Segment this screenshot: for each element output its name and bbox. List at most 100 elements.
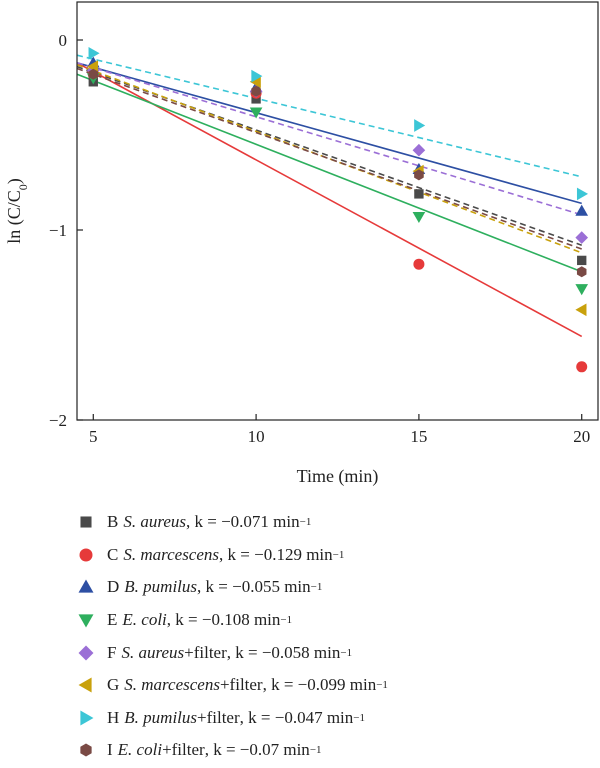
legend-species: S. aureus: [121, 642, 185, 662]
legend-marker: [75, 707, 97, 729]
legend-rate-exponent: −1: [340, 646, 353, 659]
data-point-g: [249, 75, 261, 89]
legend-marker-shape: [78, 645, 94, 661]
legend-series-letter: E: [107, 610, 118, 630]
legend-rate-constant: , k = −0.07 min: [204, 740, 310, 760]
data-point-e: [249, 107, 263, 119]
data-point-i: [88, 68, 99, 80]
legend-suffix: +filter: [162, 740, 205, 760]
data-point-b: [414, 189, 424, 199]
data-point-e: [412, 211, 426, 224]
x-tick-label: 10: [248, 427, 265, 446]
data-point-h: [88, 46, 100, 60]
legend-rate-exponent: −1: [332, 548, 345, 561]
legend-series-letter: F: [107, 642, 117, 662]
fit-line-d: [76, 62, 582, 205]
legend-marker: [75, 642, 97, 664]
legend-item: E E. coli, k = −0.108 min −1: [75, 604, 595, 637]
x-tick-label: 5: [89, 427, 98, 446]
fit-line-e: [76, 73, 583, 273]
data-point-c: [576, 361, 588, 373]
y-tick-label: −1: [49, 221, 67, 240]
data-point-e: [575, 284, 589, 296]
legend-rate-exponent: −1: [309, 744, 322, 757]
legend-series-letter: D: [107, 577, 120, 597]
fit-line-f: [76, 62, 582, 216]
legend-item: B S. aureus, k = −0.071 min −1: [75, 506, 595, 539]
fit-line-h: [76, 54, 582, 178]
legend-item: H B. pumilus +filter, k = −0.047 min −1: [75, 702, 595, 735]
x-tick-label: 20: [573, 427, 590, 446]
legend-rate-exponent: −1: [353, 711, 365, 724]
data-point-b: [251, 94, 261, 104]
data-point-f: [575, 231, 589, 244]
data-point-i: [576, 266, 587, 278]
data-point-g: [575, 303, 587, 317]
data-point-g: [86, 60, 99, 73]
legend-marker: [75, 739, 97, 761]
legend-item: D B. pumilus, k = −0.055 min −1: [75, 571, 595, 604]
legend-marker-shape: [80, 516, 92, 528]
legend-suffix: +filter: [184, 642, 227, 662]
x-tick-label: 15: [410, 427, 427, 446]
data-point-c: [413, 258, 425, 270]
data-point-i: [414, 169, 424, 181]
legend-marker: [75, 674, 97, 696]
legend-marker-shape: [79, 548, 93, 562]
legend-species: S. aureus: [123, 512, 186, 532]
legend-rate-constant: , k = −0.047 min: [239, 707, 354, 727]
y-axis-label: ln (C/C0): [4, 178, 30, 244]
legend-item: C S. marcescens, k = −0.129 min −1: [75, 539, 595, 572]
legend-series-letter: H: [107, 707, 120, 727]
legend-rate-constant: , k = −0.055 min: [197, 577, 311, 597]
legend-suffix: +filter: [197, 707, 240, 727]
legend-item: I E. coli +filter, k = −0.07 min −1: [75, 734, 595, 767]
legend-series-letter: C: [107, 544, 119, 564]
legend-species: S. marcescens: [124, 675, 220, 695]
legend-series-letter: I: [107, 740, 113, 760]
legend-rate-constant: , k = −0.058 min: [226, 642, 341, 662]
legend-marker-shape: [78, 580, 94, 594]
legend-rate-exponent: −1: [376, 679, 388, 692]
fit-line-c: [76, 62, 583, 338]
legend: B S. aureus, k = −0.071 min −1 C S. marcesce…: [75, 506, 595, 767]
legend-marker: [75, 609, 97, 631]
axis-ticks: 5 10 15 20 0 −1 −2: [49, 31, 590, 446]
legend-species: E. coli: [117, 740, 163, 760]
legend-rate-constant: , k = −0.129 min: [219, 544, 333, 564]
legend-rate-constant: , k = −0.108 min: [166, 610, 281, 630]
legend-rate-constant: , k = −0.071 min: [186, 512, 300, 532]
legend-marker: [75, 576, 97, 598]
fit-lines: [76, 54, 583, 338]
data-point-f: [412, 143, 426, 157]
legend-species: B. pumilus: [124, 707, 198, 727]
legend-item: G S. marcescens +filter, k = −0.099 min −1: [75, 669, 595, 702]
y-tick-label: −2: [49, 411, 67, 430]
x-axis-label: Time (min): [297, 466, 379, 487]
legend-series-letter: B: [107, 512, 119, 532]
legend-rate-exponent: −1: [310, 581, 323, 594]
plot-frame: [76, 1, 599, 421]
legend-species: S. marcescens: [123, 544, 220, 564]
data-point-i: [251, 85, 261, 97]
chart: 5 10 15 20 0 −1 −2 Time (min) ln (C/C0): [4, 1, 599, 487]
data-point-b: [577, 255, 587, 266]
y-tick-label: 0: [59, 31, 68, 50]
data-point-h: [576, 187, 589, 201]
data-point-d: [575, 204, 589, 216]
legend-species: E. coli: [122, 610, 167, 630]
legend-rate-exponent: −1: [299, 516, 312, 529]
legend-marker-shape: [78, 677, 92, 693]
legend-series-letter: G: [107, 675, 120, 695]
legend-item: F S. aureus +filter, k = −0.058 min −1: [75, 636, 595, 669]
data-point-h: [414, 119, 426, 132]
legend-rate-constant: , k = −0.099 min: [262, 675, 377, 695]
legend-rate-exponent: −1: [280, 614, 293, 627]
legend-marker-shape: [80, 743, 92, 757]
legend-suffix: +filter: [219, 675, 263, 695]
data-point-h: [251, 69, 263, 83]
legend-species: B. pumilus: [124, 577, 198, 597]
legend-marker: [75, 544, 97, 566]
legend-marker-shape: [78, 614, 94, 628]
legend-marker: [75, 511, 97, 533]
